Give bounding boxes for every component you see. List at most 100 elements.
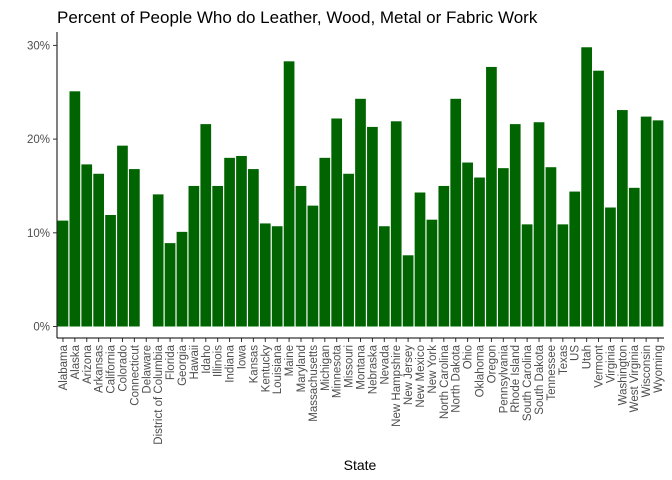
x-axis-title: State [344,457,377,473]
bar-idaho [200,124,212,327]
x-tick-label: Iowa [236,344,248,369]
x-tick-label: New York [427,345,439,394]
x-tick-label: New Mexico [415,345,427,408]
x-tick-label: Montana [356,344,368,389]
y-tick-label: 20% [27,134,50,146]
x-tick-label: Arkansas [94,345,106,393]
bar-alabama [57,220,69,327]
x-tick-label: Illinois [213,345,225,377]
x-tick-label: US [570,345,582,361]
bar-arizona [81,164,93,327]
bar-kansas [248,169,259,327]
bar-georgia [176,231,188,327]
bar-ohio [462,162,473,327]
x-tick-label: South Dakota [534,344,546,414]
bar-vermont [593,70,604,327]
x-tick-label: North Dakota [451,344,463,412]
x-tick-label: Michigan [320,345,332,391]
x-tick-label: Rhode Island [510,345,522,413]
x-tick-label: North Carolina [439,344,451,419]
bar-north-dakota [450,98,462,327]
x-tick-label: Hawaii [189,345,201,380]
x-tick-label: Tennessee [546,345,558,401]
bar-maine [283,61,295,327]
x-tick-label: Georgia [177,344,189,386]
bar-iowa [236,155,247,327]
x-tick-label: Oregon [486,345,498,383]
x-tick-label: Alabama [58,344,70,390]
x-tick-label: Maine [284,345,296,376]
x-tick-label: Idaho [201,345,213,374]
x-tick-label: Texas [558,345,570,375]
x-tick-label: Vermont [594,344,606,388]
bar-west-virginia [628,187,640,327]
bar-massachusetts [307,205,319,327]
bar-new-jersey [402,255,414,327]
bar-illinois [212,185,224,327]
bar-nebraska [367,126,378,327]
x-tick-label: District of Columbia [153,344,165,444]
y-tick-label: 10% [27,228,50,240]
bar-california [105,215,116,327]
x-tick-label: Indiana [225,344,237,382]
bar-virginia [605,207,616,327]
bar-oklahoma [474,177,485,327]
x-tick-label: Alaska [70,344,82,379]
bar-florida [164,243,176,327]
x-tick-label: South Carolina [522,344,534,421]
y-tick-label: 30% [27,40,50,52]
bar-new-york [426,219,438,327]
bar-arkansas [93,173,105,327]
bar-south-dakota [533,122,545,327]
bar-north-carolina [438,185,450,327]
x-tick-label: Oklahoma [475,344,487,397]
bar-louisiana [271,226,283,327]
bar-pennsylvania [497,168,509,327]
x-tick-label: New Jersey [403,345,415,405]
x-tick-label: California [106,344,118,393]
bar-missouri [343,173,354,327]
y-axis: 0% 10% 20% 30% [27,32,58,338]
x-tick-label: Missouri [344,345,356,388]
x-tick-label: Pennsylvania [498,344,510,413]
bar-wyoming [652,120,664,327]
bar-district-of-columbia [152,194,164,327]
bar-connecticut [129,169,140,327]
bar-new-mexico [414,192,426,327]
bar-new-hampshire [390,121,402,327]
bar-colorado [117,145,128,327]
x-tick-label: Maryland [296,345,308,392]
x-tick-label: Florida [165,344,177,380]
x-tick-label: Kentucky [260,345,272,393]
bar-oregon [486,66,497,327]
x-tick-label: Ohio [463,345,475,369]
bar-washington [616,110,628,327]
bar-hawaii [188,185,200,327]
bar-utah [581,47,592,327]
bar-michigan [319,157,331,327]
x-axis: Alabama Alaska Arizona Arkansas California Co… [57,337,665,445]
y-tick-label: 0% [33,322,50,334]
bar-nevada [378,226,390,327]
bar-us [569,191,581,327]
bar-minnesota [331,118,343,327]
x-tick-label: Virginia [605,344,617,383]
x-tick-label: Wyoming [653,345,665,393]
x-tick-label: Wisconsin [641,345,653,397]
x-tick-label: Arizona [82,344,94,384]
x-tick-label: Nevada [379,344,391,384]
x-tick-label: Massachusetts [308,345,320,422]
x-tick-label: Minnesota [332,344,344,398]
bar-alaska [69,91,81,327]
bar-wisconsin [640,116,652,327]
x-tick-label: Louisiana [272,344,284,394]
bar-kentucky [259,223,271,327]
chart-title: Percent of People Who do Leather, Wood, … [57,8,538,27]
bar-indiana [224,157,235,327]
x-tick-label: Kansas [248,345,260,384]
x-tick-label: New Hampshire [391,345,403,427]
x-tick-label: Utah [582,345,594,369]
bar-rhode-island [509,124,521,327]
x-tick-label: Colorado [117,345,129,392]
